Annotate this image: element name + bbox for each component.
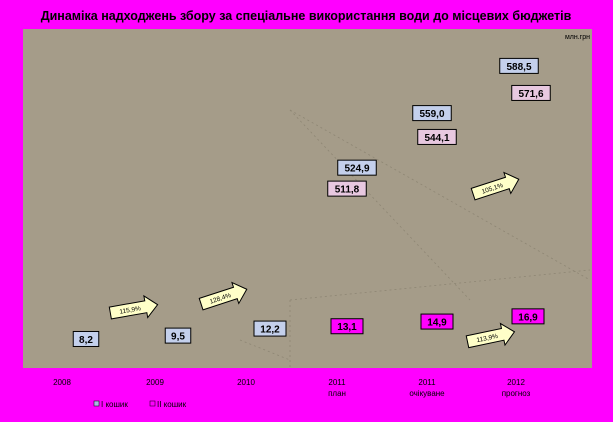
- data-label-box: [72, 330, 100, 347]
- x-tick-label: 2011: [418, 378, 436, 387]
- data-label-text: 588,5: [506, 62, 531, 73]
- legend-item: І кошик: [93, 400, 128, 409]
- data-label-box: [327, 180, 367, 197]
- data-label: 524,9: [337, 159, 377, 176]
- data-label-box: [253, 320, 287, 337]
- data-label-text: 9,5: [171, 332, 185, 343]
- growth-arrow: 115,9%: [108, 294, 159, 320]
- data-label: 8,2: [72, 330, 100, 347]
- wall-line: [239, 339, 291, 361]
- data-label: 571,6: [511, 84, 551, 101]
- growth-arrow-shape: [108, 294, 159, 320]
- growth-arrow-label: 113,9%: [476, 333, 499, 344]
- data-label-text: 559,0: [419, 109, 444, 120]
- data-label-text: 544,1: [424, 133, 449, 144]
- data-label-text: 511,8: [335, 185, 360, 196]
- legend-label: І кошик: [101, 400, 128, 409]
- x-tick-label: 2011: [328, 378, 346, 387]
- plot-area: [23, 29, 592, 368]
- data-label-box: [417, 128, 457, 145]
- data-label-box: [330, 318, 364, 335]
- legend-label: ІІ кошик: [157, 400, 187, 409]
- data-label-text: 13,1: [337, 322, 357, 333]
- growth-arrow-shape: [198, 281, 248, 311]
- growth-arrow-shape: [465, 322, 516, 349]
- x-tick-label: 2008: [53, 378, 71, 387]
- legend-item: ІІ кошик: [149, 400, 187, 409]
- data-label-text: 524,9: [344, 164, 369, 175]
- growth-arrow-shape: [470, 171, 520, 201]
- data-label-box: [511, 308, 545, 325]
- data-label-box: [412, 105, 452, 122]
- growth-arrow: 105,1%: [470, 171, 520, 201]
- x-tick-sublabel: очікуване: [409, 389, 445, 398]
- growth-arrow: 113,9%: [465, 322, 516, 349]
- data-label: 13,1: [330, 318, 364, 335]
- data-label: 588,5: [499, 57, 539, 74]
- data-label-box: [337, 159, 377, 176]
- data-label: 544,1: [417, 128, 457, 145]
- x-tick-sublabel: прогноз: [502, 389, 531, 398]
- data-label-text: 14,9: [427, 318, 447, 329]
- chart-title: Динаміка надходжень збору за спеціальне …: [41, 9, 572, 23]
- wall-line: [289, 269, 591, 301]
- x-tick-label: 2012: [507, 378, 525, 387]
- wall-line: [289, 109, 471, 301]
- x-tick-sublabel: план: [328, 389, 346, 398]
- data-label-text: 16,9: [518, 312, 538, 323]
- data-label-box: [164, 327, 192, 344]
- x-tick-label: 2010: [237, 378, 255, 387]
- data-label-text: 12,2: [260, 325, 280, 336]
- legend-swatch: [149, 400, 156, 407]
- growth-arrow: 128,4%: [198, 281, 248, 311]
- data-label-box: [499, 57, 539, 74]
- growth-arrow-label: 115,9%: [119, 305, 142, 316]
- x-tick-label: 2009: [146, 378, 164, 387]
- data-label: 14,9: [420, 313, 454, 330]
- data-label-box: [511, 84, 551, 101]
- data-label: 12,2: [253, 320, 287, 337]
- data-label-box: [420, 313, 454, 330]
- data-label-text: 8,2: [79, 335, 93, 346]
- data-label: 9,5: [164, 327, 192, 344]
- data-label-text: 571,6: [518, 89, 543, 100]
- unit-label: млн.грн: [565, 34, 590, 41]
- data-label: 559,0: [412, 105, 452, 122]
- data-label: 511,8: [327, 180, 367, 197]
- legend-swatch: [93, 400, 100, 407]
- data-label: 16,9: [511, 308, 545, 325]
